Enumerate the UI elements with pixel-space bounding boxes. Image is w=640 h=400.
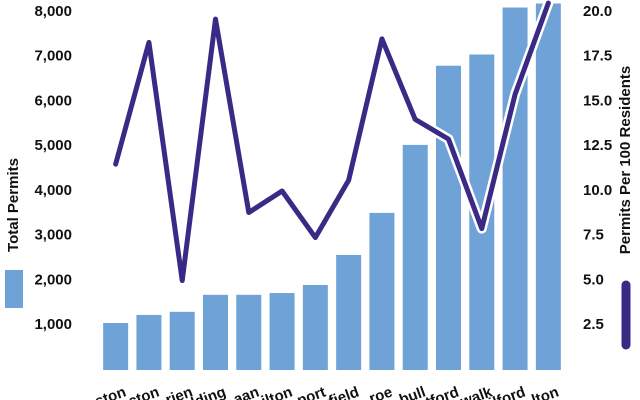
bar [236,294,262,370]
y2-tick-label: 15.0 [583,92,612,109]
y-tick-label: 6,000 [34,92,72,109]
y-tick-label: 1,000 [34,316,72,333]
bar [103,323,129,370]
bar [402,144,428,370]
y2-tick-label: 10.0 [583,182,612,199]
x-tick-label: port [295,384,328,400]
y-tick-label: 2,000 [34,271,72,288]
y-tick-label: 8,000 [34,3,72,20]
line [113,0,551,283]
x-tick-label: lton [529,384,561,400]
bar [136,314,162,370]
legend-label: Total Permits [5,158,22,252]
bar [369,212,395,370]
bar [302,284,328,370]
x-tick-label: ilton [259,384,295,400]
y-tick-label: 7,000 [34,48,72,65]
y2-tick-label: 20.0 [583,3,612,20]
y-tick-label: 3,000 [34,227,72,244]
bar [203,294,228,370]
bar [169,311,195,370]
y2-tick-label: 12.5 [583,137,612,154]
y2-tick-label: 17.5 [583,48,612,65]
bar [269,293,295,370]
y2-tick-label: 5.0 [583,271,604,288]
x-tick-label: roe [367,384,395,400]
x-tick-label: tford [423,384,461,400]
y2-tick-label: 7.5 [583,227,604,244]
legend-label: Permits Per 100 Residents [617,66,634,254]
x-tick-label: ilford [487,384,528,400]
legend-swatch [5,270,23,308]
bar [535,3,561,371]
x-tick-label: ston [93,384,129,400]
bar [436,65,461,370]
bar [336,254,362,370]
y-tick-label: 5,000 [34,137,72,154]
y2-tick-label: 2.5 [583,316,604,333]
x-tick-label: aan [231,384,261,400]
y-tick-label: 4,000 [34,182,72,199]
x-tick-label: field [327,384,362,400]
x-tick-label: cton [126,384,162,400]
x-tick-label: lding [189,384,228,400]
